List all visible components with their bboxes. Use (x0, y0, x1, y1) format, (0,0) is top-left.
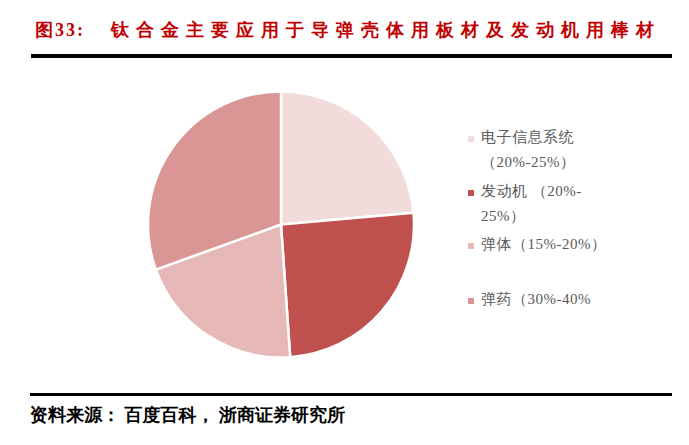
legend-swatch-icon (468, 190, 474, 196)
legend-swatch-icon (468, 243, 474, 249)
legend-item: 弹药（30%-40% (468, 287, 591, 312)
legend-label: 弹药（30%-40% (481, 287, 591, 312)
legend-label: 电子信息系统（20%-25%） (481, 125, 576, 175)
pie-slice (281, 213, 414, 357)
legend-item: 发动机 （20%-25%） (468, 179, 582, 229)
source-note: 资料来源： 百度百科， 浙商证券研究所 (30, 404, 345, 427)
legend-item: 弹体（15%-20%） (468, 232, 607, 257)
bottom-divider (30, 393, 672, 396)
pie-slice (281, 92, 413, 225)
figure-card: 图33:钛合金主要应用于导弹壳体用板材及发动机用棒材 电子信息系统（20%-25… (0, 0, 689, 445)
legend-swatch-icon (468, 298, 474, 304)
legend-swatch-icon (468, 136, 474, 142)
legend-label: 发动机 （20%-25%） (481, 179, 582, 229)
legend-label: 弹体（15%-20%） (481, 232, 607, 257)
pie-chart (0, 0, 689, 445)
legend-item: 电子信息系统（20%-25%） (468, 125, 576, 175)
